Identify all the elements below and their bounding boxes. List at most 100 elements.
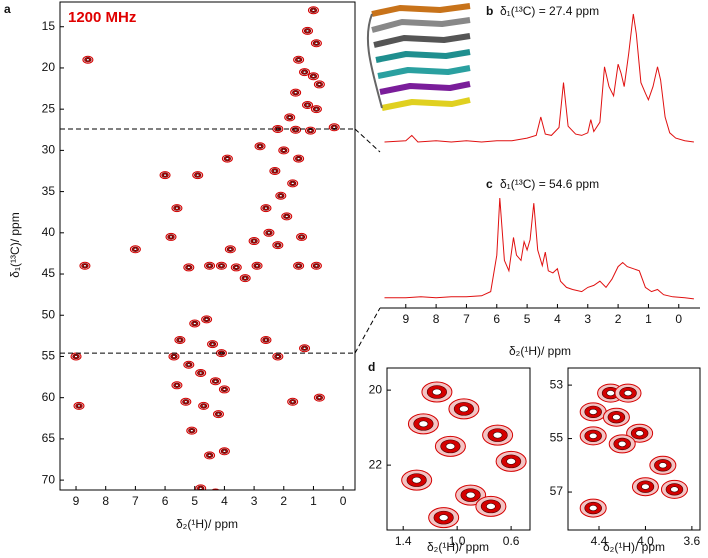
contour-ring [293, 91, 298, 95]
x-tick-label: 0.6 [503, 534, 520, 548]
x-tick-label: 3 [251, 494, 258, 508]
contour-ring [317, 396, 322, 400]
contour-ring [184, 400, 188, 404]
contour-ring [86, 58, 90, 62]
contour-ring [214, 489, 217, 490]
strand [371, 17, 471, 33]
y-tick-label: 15 [42, 19, 56, 33]
x-tick-label: 4.0 [637, 534, 654, 548]
contour-ring [279, 194, 283, 198]
contour-ring [670, 486, 679, 493]
contour-ring [252, 239, 256, 243]
panel-label: a [4, 2, 11, 16]
contour-ring [290, 182, 295, 185]
contour-ring [305, 103, 310, 107]
contour-ring [183, 494, 190, 499]
contour-ring [222, 388, 227, 391]
plot-area [70, 6, 340, 500]
contour-ring [641, 483, 650, 490]
x-tick-label: 4.4 [591, 534, 608, 548]
y-tick-label: 45 [42, 266, 56, 280]
contour-ring [228, 247, 233, 251]
contour-ring [192, 322, 197, 325]
contour-ring [83, 264, 87, 268]
contour-ring [276, 355, 280, 358]
contour-ring [207, 454, 212, 457]
strand [373, 33, 471, 48]
frame [59, 1, 356, 491]
contour-ring [74, 355, 78, 358]
contour-ring [264, 206, 268, 210]
contour-ring [214, 491, 217, 493]
panel-title: δ₁(¹³C) = 54.6 ppm [500, 177, 599, 191]
strand [375, 49, 471, 63]
contour-ring [273, 169, 277, 173]
contour-ring [618, 440, 627, 447]
x-tick-label: 1 [645, 312, 652, 326]
contour-ring [606, 390, 615, 397]
x-tick-label: 3 [584, 312, 591, 326]
contour-ring [184, 496, 187, 498]
contour-ring [465, 491, 476, 499]
contour-ring [133, 247, 138, 251]
contour-ring [225, 157, 230, 160]
contour-ring [445, 443, 456, 450]
contour-ring [588, 408, 598, 415]
y-tick-label: 53 [550, 377, 564, 391]
y-tick-label: 40 [42, 225, 56, 239]
panel-label: b [486, 4, 493, 18]
y-tick-label: 20 [369, 382, 383, 396]
contour-ring [178, 338, 182, 342]
contour-ring [207, 264, 212, 268]
contour-ring [311, 8, 316, 12]
x-tick-label: 3.6 [684, 534, 701, 548]
contour-ring [163, 173, 167, 177]
x-tick-label: 2 [280, 494, 287, 508]
x-axis-label: δ₂(¹H)/ ppm [509, 344, 571, 358]
x-tick-label: 0 [340, 494, 347, 508]
contour-ring [296, 264, 301, 268]
contour-ring [492, 431, 503, 439]
y-tick-label: 50 [42, 307, 56, 321]
x-tick-label: 5 [524, 312, 531, 326]
contour-ring [234, 266, 239, 269]
y-tick-label: 60 [42, 390, 56, 404]
frame [567, 367, 701, 531]
plot-area [384, 197, 694, 300]
y-tick-label: 20 [42, 60, 56, 74]
contour-ring [290, 400, 295, 404]
loop [366, 13, 383, 109]
contour-ring [175, 383, 179, 387]
contour-ring [308, 129, 313, 132]
contour-ring [198, 487, 203, 490]
contour-ring [635, 430, 644, 437]
contour-ring [204, 318, 209, 321]
contour-ring [77, 404, 81, 408]
contour-ring [588, 505, 598, 512]
panel-label: d [368, 360, 375, 374]
y-tick-label: 57 [550, 484, 564, 498]
contour-ring [281, 149, 286, 152]
peak-contour [181, 493, 191, 500]
contour-ring [258, 144, 262, 148]
contour-ring [276, 243, 280, 247]
x-tick-label: 7 [463, 312, 470, 326]
contour-ring [506, 458, 516, 465]
spectrum-line [384, 197, 694, 300]
contour-ring [432, 388, 442, 396]
panel-label: c [486, 177, 493, 191]
plot-area [401, 381, 527, 529]
contour-ring [172, 355, 176, 358]
x-tick-label: 1.4 [395, 534, 412, 548]
contour-ring [317, 83, 322, 86]
contour-ring [243, 276, 247, 280]
plot-area [579, 383, 688, 518]
contour-ring [314, 264, 319, 268]
contour-ring [418, 420, 429, 428]
contour-ring [623, 390, 633, 397]
contour-ring [612, 414, 621, 421]
contour-ring [296, 58, 301, 62]
strand [371, 3, 471, 17]
x-tick-label: 7 [132, 494, 139, 508]
